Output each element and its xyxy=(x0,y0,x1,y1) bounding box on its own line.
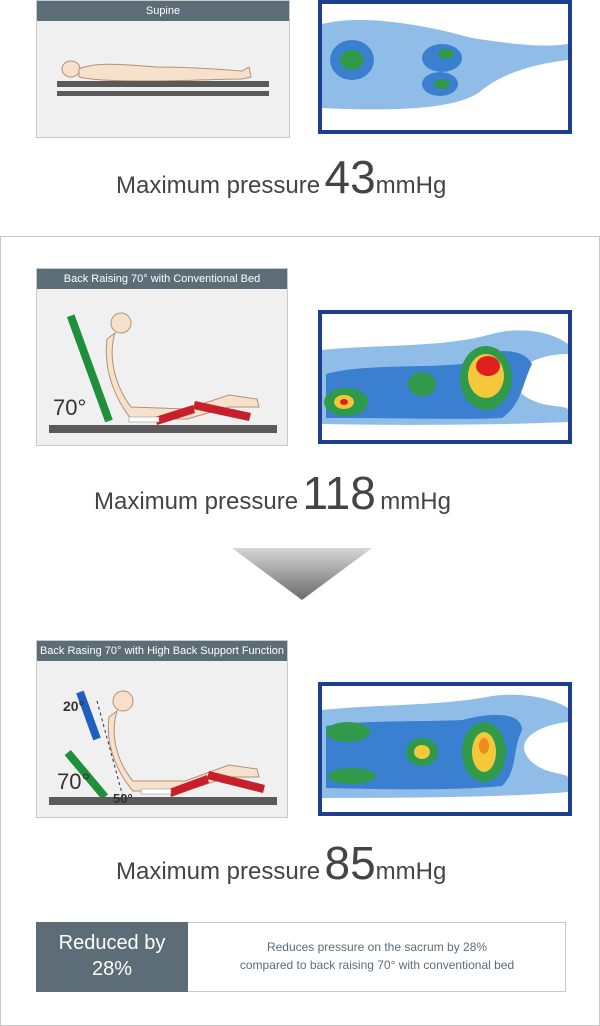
note-line1: Reduces pressure on the sacrum by 28% xyxy=(266,940,488,954)
seat-section xyxy=(128,416,160,423)
conventional-scene: Back Raising 70° with Conventional Bed 7… xyxy=(36,268,288,446)
seated-person xyxy=(107,690,260,792)
pressure-value: 43 xyxy=(324,151,376,203)
high-back-support-angle-label: 70° xyxy=(57,769,90,794)
lying-person xyxy=(61,60,252,82)
conventional-heatmap xyxy=(318,310,572,444)
reduction-note: Reduces pressure on the sacrum by 28% co… xyxy=(188,938,566,974)
supine-scene: Supine xyxy=(36,0,290,138)
conventional-pressure-readout: Maximum pressure 118 mmHg xyxy=(94,466,451,520)
angle-guide-line xyxy=(96,700,124,798)
high-back-support-heatmap xyxy=(318,682,572,816)
supine-heatmap xyxy=(318,0,572,134)
supine-frame xyxy=(57,91,269,96)
badge-line1: Reduced by xyxy=(58,932,166,954)
down-arrow-icon xyxy=(232,548,372,600)
conventional-bed-illustration: 70° xyxy=(49,312,277,433)
pressure-label: Maximum pressure xyxy=(116,172,321,199)
note-line2: compared to back raising 70° with conven… xyxy=(239,958,515,972)
high-back-support-scene: Back Rasing 70° with High Back Support F… xyxy=(36,640,288,818)
pressure-value: 118 xyxy=(302,467,376,519)
conventional-title: Back Raising 70° with Conventional Bed xyxy=(37,269,287,289)
pressure-value: 85 xyxy=(324,837,376,889)
conventional-back-section xyxy=(66,314,113,423)
upper-back-section xyxy=(76,690,101,741)
seated-person xyxy=(105,312,260,420)
pressure-label: Maximum pressure xyxy=(94,488,299,515)
supine-bed-illustration xyxy=(57,60,269,96)
supine-pressure-readout: Maximum pressure 43mmHg xyxy=(116,150,446,204)
lower-angle-label: 50° xyxy=(113,791,133,806)
conventional-bed-frame xyxy=(49,425,277,433)
high-back-support-bed-illustration: 70° 20° 50° xyxy=(49,690,277,806)
high-back-support-bed-frame xyxy=(49,797,277,805)
upper-angle-label: 20° xyxy=(63,698,84,714)
pressure-unit: mmHg xyxy=(380,488,451,515)
pressure-label: Maximum pressure xyxy=(116,858,321,885)
badge-line2: 28% xyxy=(91,958,133,980)
high-back-support-title: Back Rasing 70° with High Back Support F… xyxy=(37,641,287,661)
thigh-section xyxy=(169,775,209,797)
leg-section xyxy=(193,401,251,421)
seat-section xyxy=(140,788,172,795)
lower-back-section xyxy=(64,749,109,800)
leg-section xyxy=(207,771,265,793)
supine-title: Supine xyxy=(37,1,289,21)
high-back-support-pressure-readout: Maximum pressure 85mmHg xyxy=(116,836,446,890)
thigh-section xyxy=(155,405,195,425)
conventional-angle-label: 70° xyxy=(53,395,86,420)
pressure-unit: mmHg xyxy=(375,172,447,199)
supine-mattress xyxy=(57,81,269,87)
pressure-unit: mmHg xyxy=(375,858,447,885)
reduction-badge: Reduced by 28% xyxy=(36,922,188,992)
